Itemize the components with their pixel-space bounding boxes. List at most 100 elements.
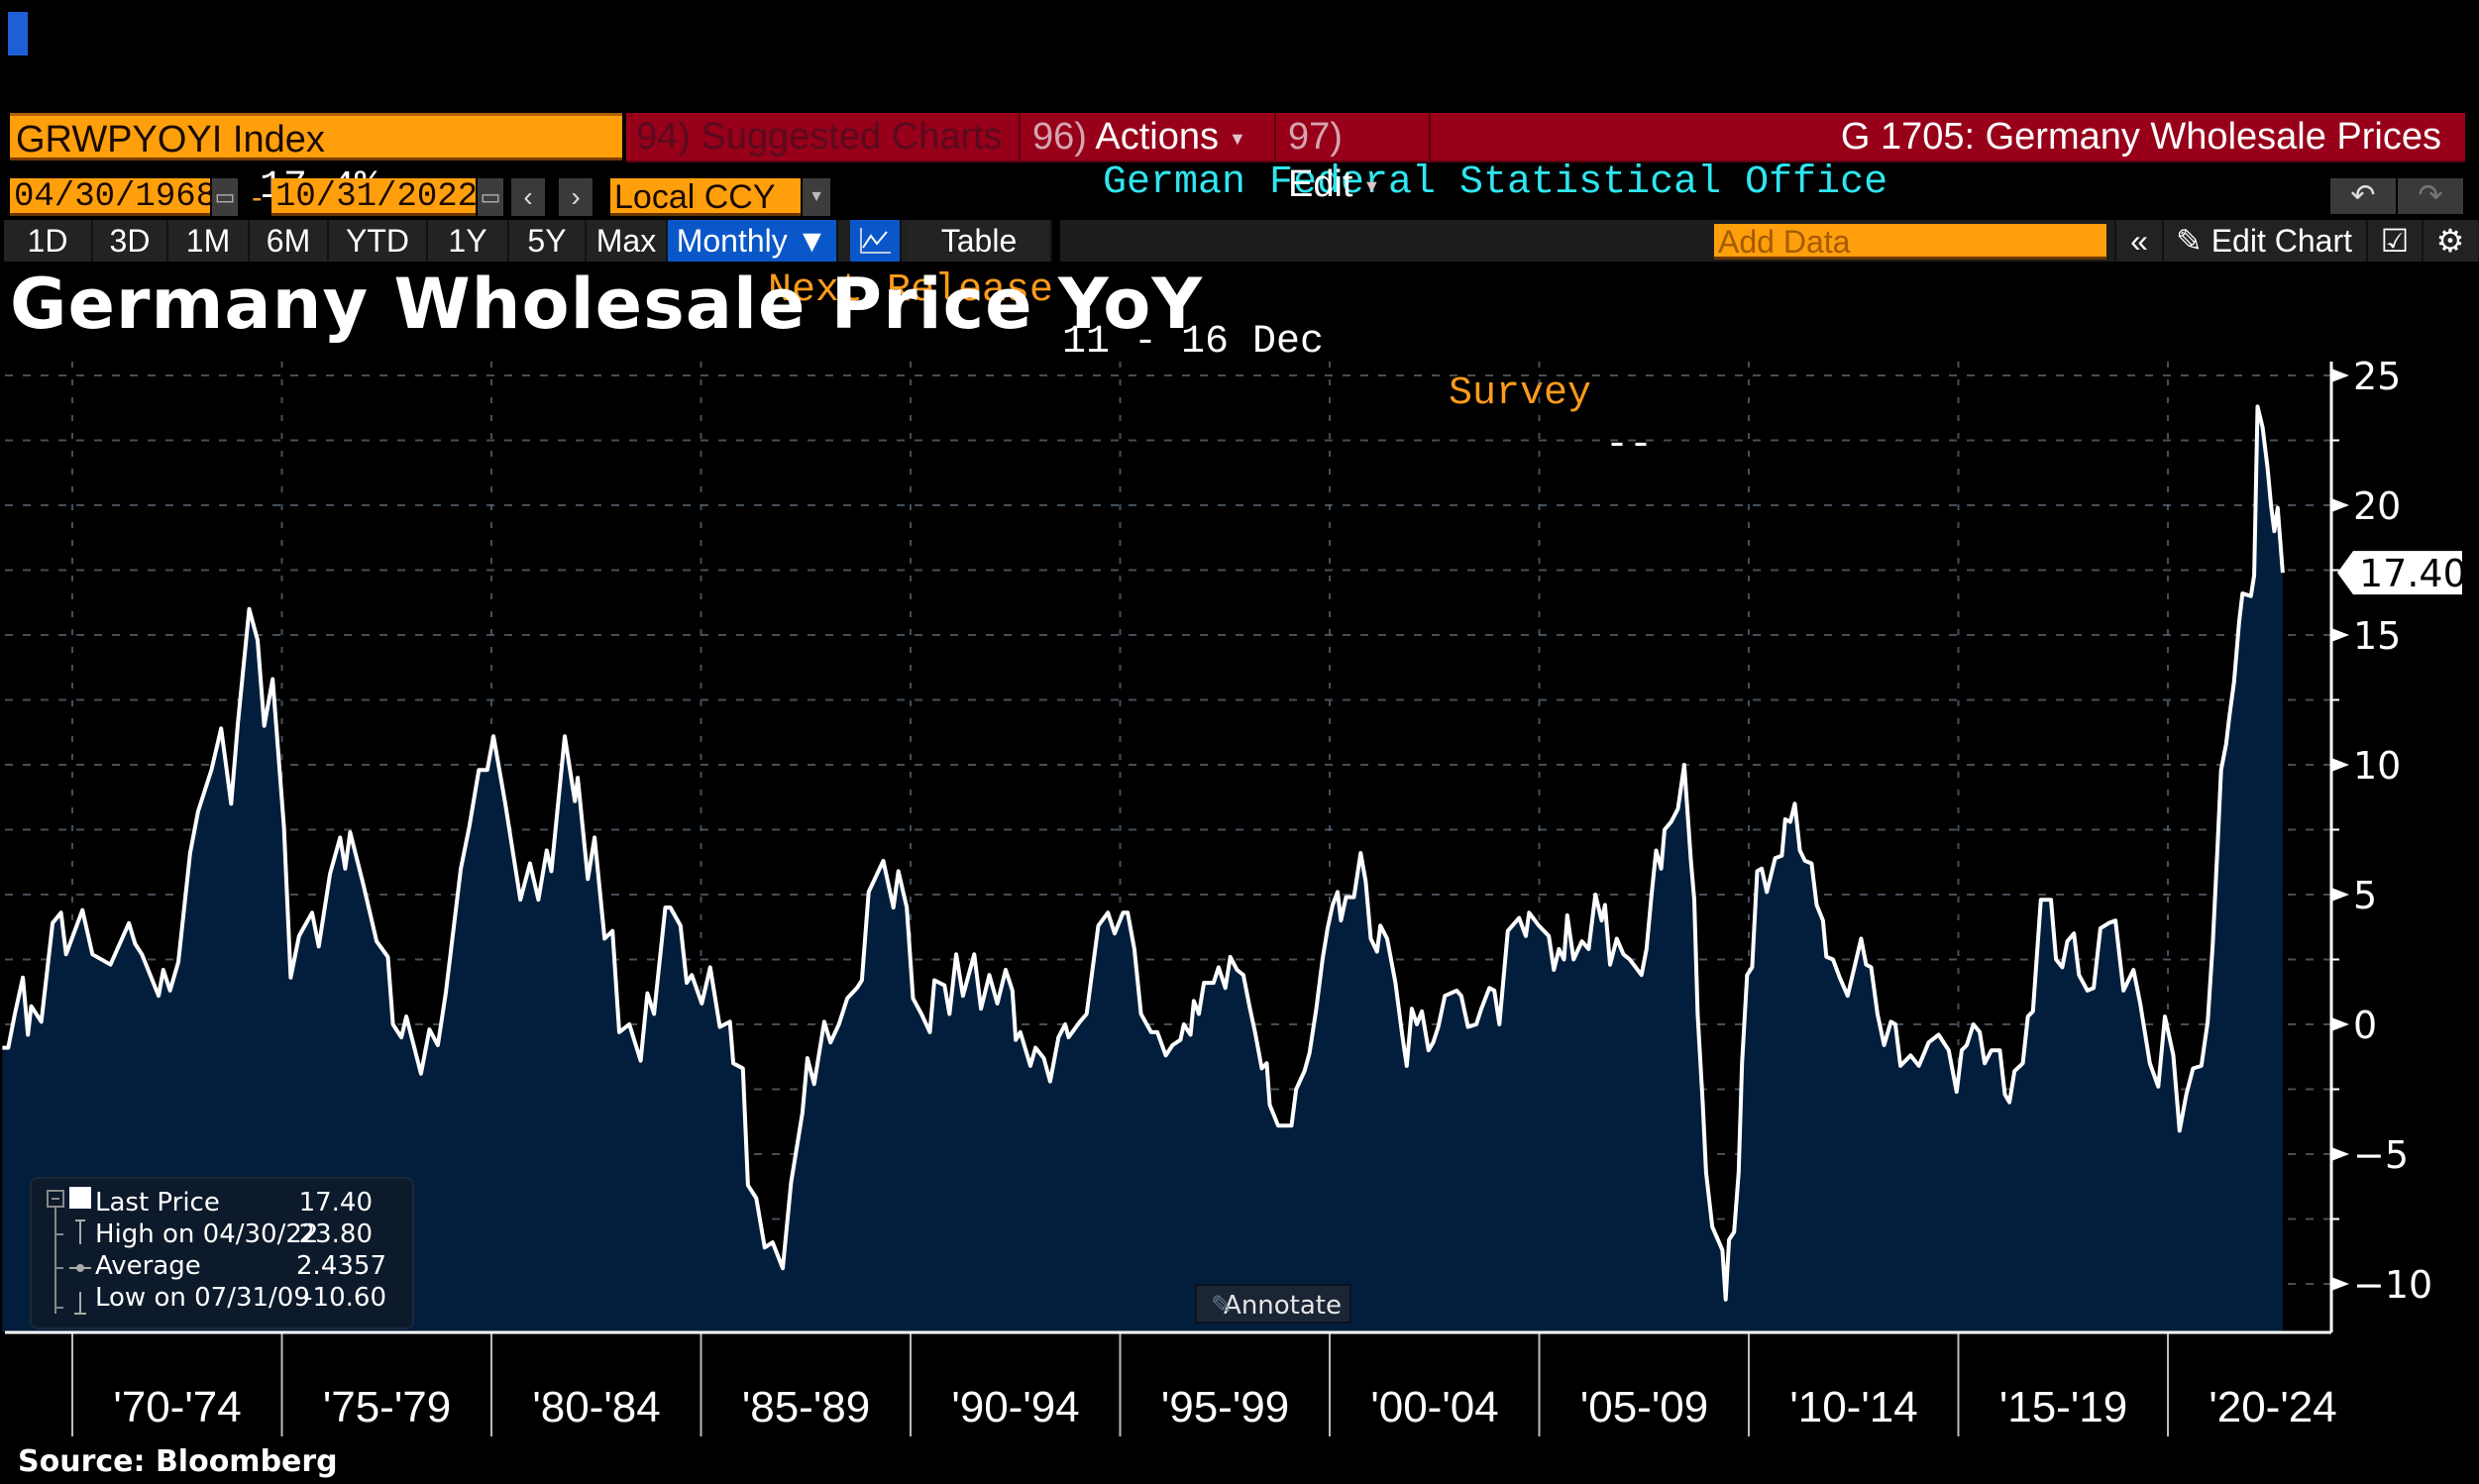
x-axis-dividers [71, 1332, 2169, 1436]
quote-header: GRWPYOYI 17.4% For Oct Next Release 11 -… [0, 8, 2479, 468]
period-6m-button[interactable]: 6M [250, 220, 329, 262]
start-date-input[interactable]: 04/30/1968 [10, 178, 216, 216]
end-date-input[interactable]: 10/31/2022 [271, 178, 478, 216]
y-tick-mark [2331, 1147, 2349, 1161]
undo-icon[interactable]: ↶ [2330, 178, 2396, 214]
chart-toolbar: Add Data « ✎ Edit Chart ☑ ⚙ [1060, 220, 2479, 262]
legend-high: High on 04/30/22 23.80 [95, 1219, 398, 1250]
frequency-dropdown[interactable]: Monthly ▼ [668, 220, 838, 262]
annotate-button[interactable]: ✎ Annotate [1195, 1284, 1351, 1324]
last-price-label: 17.40 [2359, 552, 2467, 595]
x-tick-label: '05-'09 [1580, 1383, 1708, 1431]
chevron-right-icon[interactable]: › [559, 178, 593, 216]
period-1d-button[interactable]: 1D [4, 220, 93, 262]
command-bar: GRWPYOYI Index 94) Suggested Charts 96) … [10, 113, 2465, 205]
menu-number: 96) [1032, 116, 1087, 158]
y-axis-ticks: 25 20 15 10 5 0 −5 −10 [2331, 357, 2432, 1307]
legend-value: 2.4357 [296, 1251, 386, 1281]
y-tick-mark [2331, 888, 2349, 901]
menu-label: Actions [1095, 116, 1220, 158]
source-organization: German Federal Statistical Office [1103, 160, 1888, 205]
y-tick-mark [2331, 1277, 2349, 1291]
x-tick-label: '75-'79 [323, 1383, 451, 1431]
legend-label: Average [95, 1251, 201, 1281]
legend-tree-icon [47, 1187, 91, 1315]
x-tick-label: '85-'89 [742, 1383, 870, 1431]
popout-icon[interactable] [2414, 63, 2457, 107]
calendar-icon[interactable]: ▭ [212, 178, 238, 216]
legend-value: 17.40 [298, 1188, 373, 1218]
calendar-icon[interactable]: ▭ [478, 178, 503, 216]
period-3d-button[interactable]: 3D [93, 220, 168, 262]
chart-canvas[interactable]: 25 20 15 10 5 0 −5 −10 '70-'74 '75-'79 '80-'84 '85… [0, 357, 2479, 1436]
line-chart-icon[interactable] [850, 220, 902, 262]
y-tick-label: 0 [2353, 1004, 2377, 1047]
x-tick-label: '10-'14 [1789, 1383, 1917, 1431]
table-button[interactable]: Table [908, 220, 1052, 262]
y-tick-mark [2331, 628, 2349, 642]
legend-last-price: Last Price 17.40 [95, 1187, 398, 1219]
caret-down-icon: ▼ [1362, 175, 1381, 196]
x-tick-label: '15-'19 [1999, 1383, 2127, 1431]
y-tick-label: 20 [2353, 484, 2401, 528]
next-release-value: 11 - 16 Dec [1062, 320, 1325, 365]
y-tick-label: −10 [2353, 1263, 2432, 1307]
security-input[interactable]: GRWPYOYI Index [10, 113, 622, 160]
chart-legend[interactable]: Last Price 17.40 High on 04/30/22 23.80 Av… [30, 1177, 414, 1329]
edit-chart-label: Edit Chart [2210, 223, 2352, 259]
period-1y-button[interactable]: 1Y [428, 220, 509, 262]
period-ytd-button[interactable]: YTD [329, 220, 428, 262]
survey-value: -- [1605, 423, 1654, 468]
x-axis-labels: '70-'74 '75-'79 '80-'84 '85-'89 '90-'94 '95-'… [113, 1383, 2336, 1431]
actions-menu[interactable]: 96) Actions ▼ [1023, 113, 1276, 160]
legend-value: -10.60 [303, 1283, 386, 1313]
currency-dropdown-caret-icon[interactable]: ▼ [803, 178, 830, 216]
x-tick-label: '90-'94 [951, 1383, 1079, 1431]
x-tick-label: '80-'84 [532, 1383, 660, 1431]
legend-label: Low on 07/31/09 [95, 1283, 310, 1313]
function-menu-bar: 94) Suggested Charts 96) Actions ▼ 97) Ed… [626, 113, 2465, 205]
x-tick-label: '70-'74 [113, 1383, 241, 1431]
y-tick-mark [2331, 1017, 2349, 1031]
redo-icon[interactable]: ↷ [2398, 178, 2463, 214]
edit-menu[interactable]: 97) Edit ▼ [1278, 113, 1431, 205]
function-title: G 1705: Germany Wholesale Prices [1840, 116, 2441, 158]
gear-icon[interactable]: ⚙ [2422, 220, 2477, 262]
x-tick-label: '20-'24 [2209, 1383, 2336, 1431]
suggested-charts-button[interactable]: 94) Suggested Charts [626, 113, 1021, 160]
legend-average: Average 2.4357 [95, 1250, 398, 1282]
period-selector: 1D 3D 1M 6M YTD 1Y 5Y Max Monthly ▼ Tabl… [4, 220, 1052, 262]
chevron-left-icon[interactable]: ‹ [511, 178, 545, 216]
period-5y-button[interactable]: 5Y [509, 220, 587, 262]
y-tick-mark [2331, 369, 2349, 382]
y-tick-label: −5 [2353, 1133, 2409, 1177]
period-max-button[interactable]: Max [587, 220, 668, 262]
collapse-double-chevron-icon[interactable]: « [2114, 220, 2162, 262]
source-footnote: Source: Bloomberg [18, 1444, 338, 1479]
date-separator: - [252, 179, 263, 215]
currency-select[interactable]: Local CCY [610, 178, 801, 216]
chart-title: Germany Wholesale Price YoY [10, 264, 1204, 345]
survey-label: Survey [1449, 371, 1592, 416]
x-tick-label: '95-'99 [1161, 1383, 1289, 1431]
legend-label: High on 04/30/22 [95, 1219, 319, 1249]
legend-value: 23.80 [298, 1219, 373, 1249]
period-1m-button[interactable]: 1M [168, 220, 250, 262]
menu-label: Edit [1288, 163, 1353, 205]
description-row: Germany Wholesale Prices YoY German Fede… [0, 59, 2479, 205]
caret-down-icon: ▼ [1229, 128, 1246, 149]
last-price-tag [2337, 551, 2462, 595]
y-tick-mark [2331, 498, 2349, 512]
menu-number: 94) [636, 116, 691, 158]
y-tick-label: 10 [2353, 744, 2401, 788]
menu-number: 97) [1288, 116, 1343, 158]
pencil-icon: ✎ [1211, 1291, 1233, 1321]
x-tick-label: '00-'04 [1370, 1383, 1498, 1431]
y-tick-label: 15 [2353, 614, 2401, 658]
series-line [2, 404, 2285, 1302]
add-data-input[interactable]: Add Data [1714, 224, 2106, 260]
series-area-fill [2, 406, 2283, 1332]
next-release-label: Next Release [768, 268, 1054, 313]
checklist-icon[interactable]: ☑ [2366, 220, 2422, 262]
annotate-label: Annotate [1224, 1291, 1342, 1321]
